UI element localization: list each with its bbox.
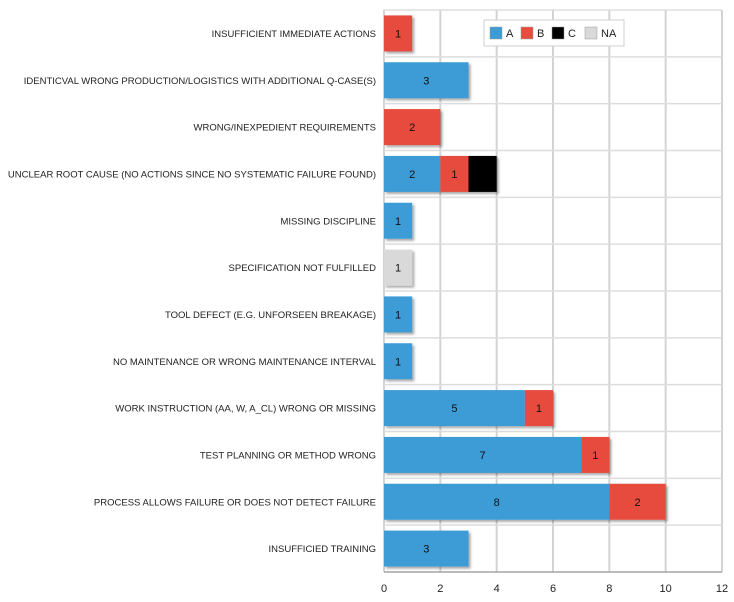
bar-segment-a bbox=[384, 436, 582, 473]
bar-segment-a bbox=[384, 390, 525, 427]
data-label: 8 bbox=[494, 497, 500, 509]
bar-group bbox=[384, 483, 666, 520]
bar-segment-b bbox=[384, 109, 441, 146]
bar-group bbox=[384, 343, 413, 380]
data-label: 1 bbox=[592, 450, 598, 462]
x-tick-label: 8 bbox=[606, 583, 612, 595]
bar-segment-c bbox=[468, 155, 497, 192]
bar-segment-b bbox=[581, 436, 610, 473]
bar-group bbox=[384, 155, 497, 192]
data-label: 2 bbox=[634, 497, 640, 509]
bar-segment-a bbox=[384, 296, 413, 333]
data-label: 1 bbox=[451, 169, 457, 181]
legend-label: C bbox=[568, 28, 576, 40]
bar-segment-a bbox=[384, 483, 610, 520]
data-label: 5 bbox=[451, 403, 457, 415]
bar-segment-a bbox=[384, 343, 413, 380]
category-label: WRONG/INEXPEDIENT REQUIREMENTS bbox=[194, 123, 376, 134]
bar-segment-a bbox=[384, 155, 441, 192]
category-label: IDENTICVAL WRONG PRODUCTION/LOGISTICS WI… bbox=[24, 76, 376, 87]
legend-swatch-a bbox=[489, 26, 503, 40]
category-label: INSUFFICIENT IMMEDIATE ACTIONS bbox=[212, 29, 376, 40]
x-tick-label: 12 bbox=[716, 583, 728, 595]
bar-segment-a bbox=[384, 530, 469, 567]
bar-segment-na bbox=[384, 249, 413, 286]
x-tick-label: 6 bbox=[550, 583, 556, 595]
bar-segment-b bbox=[384, 15, 413, 52]
data-label: 1 bbox=[395, 309, 401, 321]
bar-segment-b bbox=[524, 390, 553, 427]
bar-group bbox=[384, 530, 469, 567]
legend-swatch-na bbox=[584, 26, 598, 40]
bar-group bbox=[384, 109, 441, 146]
category-label: PROCESS ALLOWS FAILURE OR DOES NOT DETEC… bbox=[94, 497, 376, 508]
data-label: 2 bbox=[409, 169, 415, 181]
bar-group bbox=[384, 62, 469, 99]
category-label: SPECIFICATION NOT FULFILLED bbox=[229, 263, 377, 274]
legend: A B C NA bbox=[483, 19, 625, 47]
grid-layer bbox=[383, 9, 723, 573]
category-label: TOOL DEFECT (E.G. UNFORSEEN BREAKAGE) bbox=[165, 310, 376, 321]
x-tick-label: 4 bbox=[494, 583, 500, 595]
x-tick-label: 10 bbox=[660, 583, 672, 595]
data-label: 1 bbox=[395, 263, 401, 275]
bar-group bbox=[384, 15, 413, 52]
legend-label: NA bbox=[601, 28, 617, 40]
bar-segment-b bbox=[440, 155, 469, 192]
legend-swatch-c bbox=[551, 26, 565, 40]
bar-group bbox=[384, 249, 413, 286]
x-tick-label: 0 bbox=[381, 583, 387, 595]
data-label: 3 bbox=[423, 75, 429, 87]
category-label: INSUFFICIED TRAINING bbox=[269, 544, 377, 555]
legend-label: A bbox=[506, 28, 514, 40]
data-label: 1 bbox=[395, 28, 401, 40]
legend-label: B bbox=[537, 28, 544, 40]
data-label: 1 bbox=[395, 356, 401, 368]
category-label: MISSING DISCIPLINE bbox=[280, 216, 376, 227]
data-label: 2 bbox=[409, 122, 415, 134]
category-label: NO MAINTENANCE OR WRONG MAINTENANCE INTE… bbox=[113, 357, 376, 368]
bar-segment-a bbox=[384, 202, 413, 239]
bar-group bbox=[384, 202, 413, 239]
bar-segment-b bbox=[609, 483, 666, 520]
category-label: UNCLEAR ROOT CAUSE (NO ACTIONS SINCE NO … bbox=[8, 169, 376, 180]
data-label: 3 bbox=[423, 544, 429, 556]
category-label: TEST PLANNING OR METHOD WRONG bbox=[200, 450, 376, 461]
bar-group bbox=[384, 390, 553, 427]
x-tick-label: 2 bbox=[437, 583, 443, 595]
data-label: 7 bbox=[480, 450, 486, 462]
bar-group bbox=[384, 296, 413, 333]
data-label: 1 bbox=[536, 403, 542, 415]
bar-group bbox=[384, 436, 610, 473]
bar-segment-a bbox=[384, 62, 469, 99]
bars-layer bbox=[384, 15, 666, 567]
data-label: 1 bbox=[395, 216, 401, 228]
category-label: WORK INSTRUCTION (AA, W, A_CL) WRONG OR … bbox=[115, 404, 376, 415]
legend-swatch-b bbox=[520, 26, 534, 40]
